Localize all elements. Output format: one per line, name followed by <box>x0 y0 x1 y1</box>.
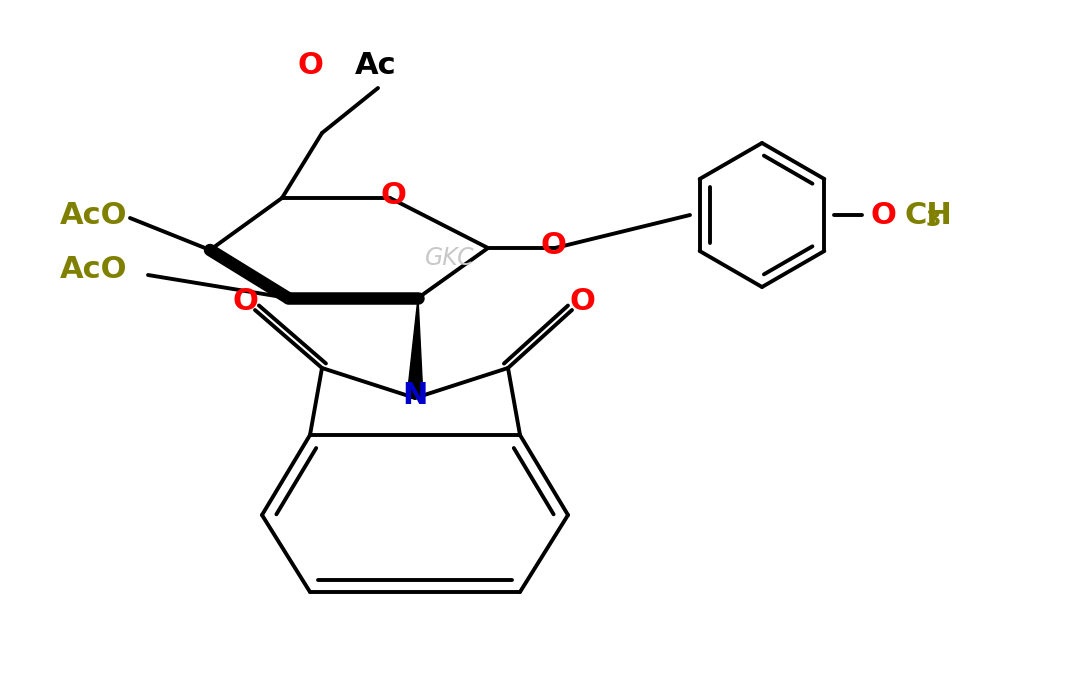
Text: Ac: Ac <box>355 51 397 80</box>
Text: CH: CH <box>904 200 952 230</box>
Text: AcO: AcO <box>60 256 128 284</box>
Text: 3: 3 <box>926 210 942 230</box>
Text: O: O <box>569 288 595 317</box>
Text: O: O <box>380 182 406 211</box>
Polygon shape <box>407 298 423 398</box>
Text: AcO: AcO <box>60 200 128 230</box>
Text: N: N <box>403 381 427 410</box>
Text: O: O <box>232 288 258 317</box>
Text: GKC: GKC <box>425 246 475 270</box>
Text: O: O <box>540 232 566 261</box>
Text: O: O <box>870 200 896 230</box>
Text: O: O <box>297 51 323 80</box>
